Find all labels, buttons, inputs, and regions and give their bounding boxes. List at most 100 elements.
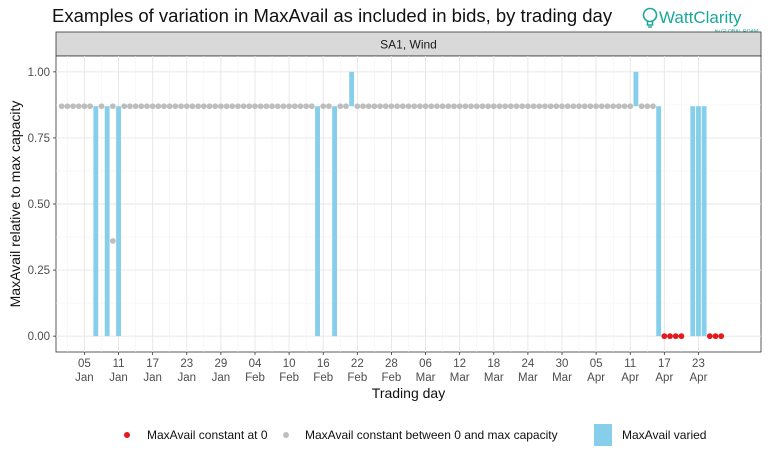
x-tick-month-label: Feb	[313, 372, 333, 384]
x-tick-month-label: Jan	[177, 372, 196, 384]
constant-point	[456, 103, 463, 110]
constant-point	[394, 103, 401, 110]
constant-point	[593, 103, 600, 110]
x-tick-month-label: Mar	[416, 372, 436, 384]
varied-bar	[93, 106, 99, 337]
constant-point	[212, 103, 219, 110]
constant-point	[246, 103, 253, 110]
zero-point	[678, 333, 685, 340]
constant-point	[252, 103, 258, 110]
constant-point	[354, 103, 361, 110]
constant-point	[58, 103, 65, 110]
x-tick-month-label: Mar	[484, 372, 504, 384]
logo-brand-text: WattClarity	[659, 8, 742, 27]
constant-point	[536, 103, 543, 110]
constant-point	[507, 103, 514, 110]
constant-point	[189, 103, 196, 110]
constant-point	[297, 103, 304, 110]
constant-point	[303, 103, 310, 110]
constant-point	[564, 103, 571, 110]
constant-point	[598, 103, 605, 110]
x-tick-label: 12	[453, 358, 466, 370]
varied-bar	[349, 71, 355, 107]
constant-point	[365, 103, 372, 110]
constant-point	[132, 103, 139, 110]
constant-point	[337, 103, 344, 110]
legend-label-zero: MaxAvail constant at 0	[147, 428, 268, 442]
constant-point	[155, 103, 162, 110]
constant-point	[496, 103, 503, 110]
constant-point	[490, 103, 497, 110]
constant-point	[144, 103, 150, 110]
x-tick-label: 29	[214, 358, 227, 370]
constant-point	[149, 103, 156, 110]
panel-strip-label: SA1, Wind	[380, 38, 437, 52]
constant-point	[610, 103, 617, 110]
x-tick-month-label: Feb	[347, 372, 367, 384]
constant-point	[542, 103, 548, 110]
legend-label-varied: MaxAvail varied	[622, 428, 706, 442]
x-tick-label: 24	[521, 358, 534, 370]
constant-point	[445, 103, 452, 110]
constant-point	[240, 103, 247, 110]
y-tick-label: 0.25	[28, 265, 50, 277]
legend-key-constant	[283, 432, 289, 438]
constant-point	[200, 103, 207, 110]
y-tick-label: 0.00	[28, 331, 50, 343]
constant-point	[183, 103, 190, 110]
x-tick-label: 05	[590, 358, 603, 370]
constant-point	[360, 103, 366, 110]
constant-point	[235, 103, 241, 110]
constant-point	[109, 103, 116, 110]
constant-point	[280, 103, 287, 110]
varied-bar	[116, 106, 121, 337]
x-tick-label: 04	[249, 358, 262, 370]
y-axis-title: MaxAvail relative to max capacity	[7, 101, 23, 308]
constant-point	[485, 103, 491, 110]
constant-point	[581, 103, 588, 110]
x-tick-month-label: Jan	[109, 372, 128, 384]
constant-point	[377, 103, 383, 110]
constant-point	[553, 103, 560, 110]
constant-point	[559, 103, 565, 110]
chart-title: Examples of variation in MaxAvail as inc…	[52, 5, 613, 26]
x-tick-month-label: Jan	[75, 372, 94, 384]
x-tick-month-label: Feb	[279, 372, 299, 384]
x-tick-label: 16	[317, 358, 330, 370]
x-tick-month-label: Apr	[587, 372, 605, 384]
x-tick-month-label: Mar	[518, 372, 538, 384]
varied-bar	[104, 106, 110, 337]
constant-point	[479, 103, 486, 110]
constant-point	[223, 103, 230, 110]
x-tick-label: 17	[658, 358, 671, 370]
constant-point	[615, 103, 622, 110]
constant-point	[547, 103, 554, 110]
constant-point	[172, 103, 179, 110]
x-axis: 05 Jan 11 Jan 17 Jan 23 Jan 29 Jan 04 Feb 10 Feb 16 Feb…	[75, 352, 708, 384]
constant-point	[178, 103, 184, 110]
y-tick-label: 1.00	[28, 67, 50, 79]
x-tick-label: 11	[624, 358, 636, 370]
x-axis-title: Trading day	[372, 385, 445, 401]
constant-point	[274, 103, 281, 110]
constant-point	[416, 103, 423, 110]
y-axis: 0.00 0.25 0.50 0.75 1.00	[28, 67, 56, 343]
constant-point	[576, 103, 582, 110]
zero-point	[712, 333, 719, 340]
zero-point	[718, 333, 725, 340]
varied-bars	[93, 71, 707, 337]
constant-point	[229, 103, 236, 110]
x-tick-month-label: Apr	[621, 372, 639, 384]
constant-point	[70, 103, 76, 110]
constant-point	[519, 103, 526, 110]
x-tick-month-label: Feb	[245, 372, 265, 384]
constant-point	[109, 238, 116, 244]
constant-point	[530, 103, 537, 110]
x-tick-label: 23	[692, 358, 705, 370]
lightbulb-icon	[642, 7, 658, 28]
constant-point	[627, 103, 634, 110]
x-tick-month-label: Feb	[382, 372, 402, 384]
y-tick-label: 0.50	[28, 199, 50, 211]
constant-point	[75, 103, 82, 110]
